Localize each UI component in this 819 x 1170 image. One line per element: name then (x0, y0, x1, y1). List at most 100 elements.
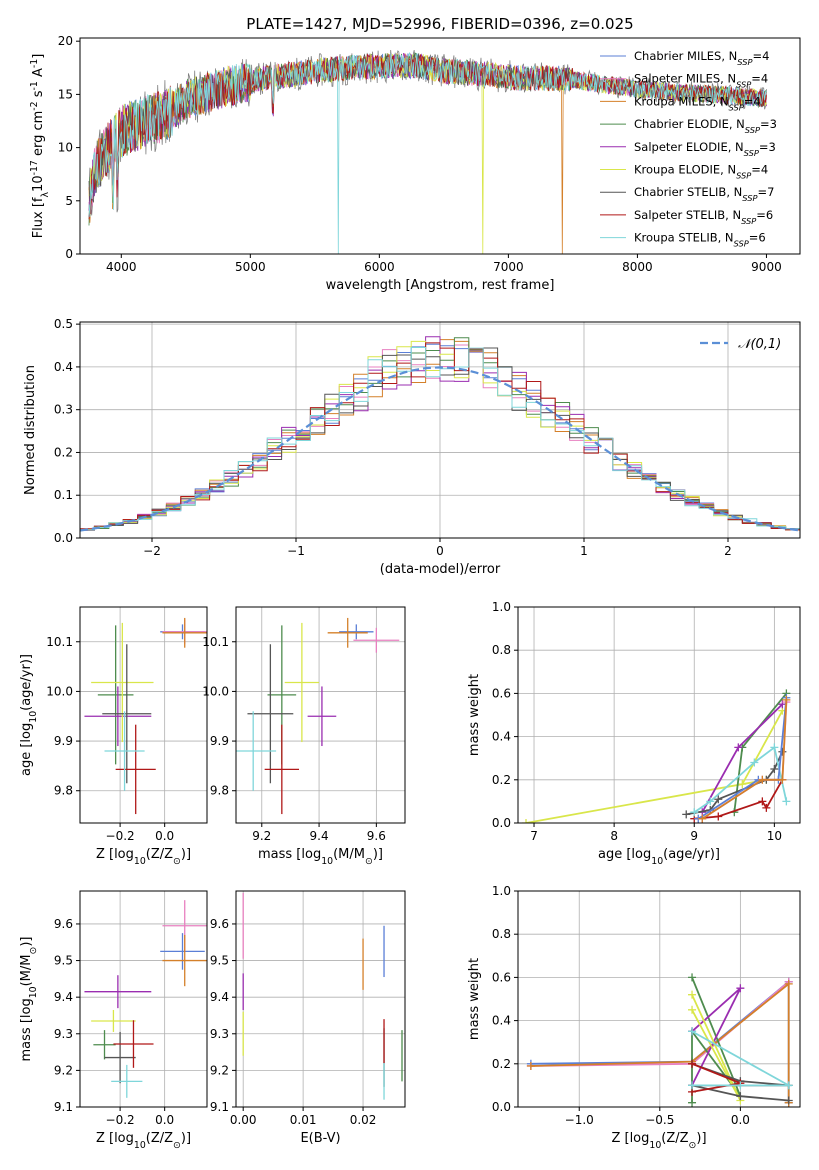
spectrum-model-kroupa-stelib (88, 51, 767, 254)
x-axis-label: E(B-V) (300, 1131, 340, 1146)
weight-marker-salpeter-stelib (714, 812, 723, 821)
x-tick-label: 9.4 (310, 829, 329, 843)
y-tick-label: 1.0 (492, 600, 511, 614)
legend-entry-salpeter-stelib: Salpeter STELIB, NSSP=6 (634, 208, 773, 226)
panel-age-vs-metallicity: −0.2 0.0 9.8 9.9 10.0 10.1 Z [log10(Z/Z⊙)] age … (19, 606, 208, 867)
legend-entry-chabrier-elodie: Chabrier ELODIE, NSSP=3 (634, 117, 777, 135)
weight-marker-kroupa-miles (526, 1061, 535, 1070)
axes-frame (517, 890, 801, 1108)
axes-frame (235, 890, 406, 1108)
x-tick-label: 0.01 (290, 1113, 317, 1127)
plot-area (80, 336, 800, 532)
y-tick-label: 0.2 (492, 1057, 511, 1071)
weight-marker-kroupa-elodie (522, 819, 531, 823)
axes-frame (79, 890, 208, 1108)
y-tick-label: 0.2 (492, 773, 511, 787)
weight-marker-chabrier-stelib (770, 765, 779, 773)
spectrum-legend: Chabrier MILES, NSSP=4 Salpeter MILES, NS… (600, 49, 777, 249)
weight-marker-chabrier-stelib (714, 795, 723, 804)
x-tick-label: 9.2 (252, 829, 271, 843)
spectrum-model-salpeter-stelib (88, 52, 767, 220)
weight-marker-kroupa-stelib (750, 758, 759, 767)
panel-age-vs-mass: 9.2 9.4 9.6 9.8 9.9 10.0 10.1 mass [log10(M/M⊙)… (202, 606, 406, 867)
y-axis-label: Normed distribution (23, 365, 38, 495)
y-tick-label: 9.4 (210, 990, 229, 1004)
x-axis-label: wavelength [Angstrom, rest frame] (326, 278, 555, 293)
y-tick-label: 9.2 (210, 1063, 229, 1077)
x-tick-label: −0.2 (106, 1113, 135, 1127)
weight-line-kroupa-miles (701, 699, 788, 820)
legend-entry-gaussian: 𝒩(0,1) (738, 337, 781, 352)
y-tick-label: 9.3 (210, 1027, 229, 1041)
panel-mass-vs-metallicity: −0.2 0.0 9.1 9.2 9.3 9.4 9.5 9.6 Z [log10(Z/Z⊙)]… (19, 890, 208, 1151)
panel-weight-vs-metallicity: −1.0 −0.5 0.0 0.0 0.2 0.4 0.6 0.8 1.0 Z [log10(Z/… (467, 884, 801, 1151)
weight-marker-kroupa-stelib (736, 1081, 745, 1090)
panel-mass-vs-ebv: 0.00 0.01 0.02 9.1 9.2 9.3 9.4 9.5 9.6 E(B-V) (210, 890, 406, 1146)
y-tick-label: 10.0 (46, 684, 73, 698)
weight-marker-salpeter-stelib (688, 1059, 697, 1068)
legend-entry-salpeter-elodie: Salpeter ELODIE, NSSP=3 (634, 140, 776, 158)
weight-marker-kroupa-stelib (770, 743, 779, 752)
legend-entry-salpeter-miles: Salpeter MILES, NSSP=4 (634, 72, 768, 90)
y-tick-label: 0 (65, 247, 73, 261)
weight-marker-chabrier-stelib (682, 810, 691, 819)
x-tick-label: 0.0 (155, 1113, 174, 1127)
histogram-kroupa-stelib (80, 347, 800, 531)
weight-marker-chabrier-stelib (784, 1096, 793, 1105)
y-tick-label: 10.0 (202, 684, 229, 698)
y-tick-label: 0.0 (492, 1100, 511, 1114)
y-tick-label: 9.9 (210, 734, 229, 748)
y-tick-label: 0.6 (492, 970, 511, 984)
x-tick-label: −2 (143, 544, 161, 558)
weight-marker-kroupa-elodie (688, 1005, 697, 1014)
x-axis-label: age [log10(age/yr)] (598, 847, 720, 867)
weight-marker-kroupa-stelib (688, 1027, 697, 1036)
y-tick-label: 5 (65, 194, 73, 208)
x-tick-label: −1.0 (565, 1113, 594, 1127)
plot-area (236, 617, 400, 815)
y-tick-label: 9.6 (210, 917, 229, 931)
weight-marker-kroupa-miles (758, 775, 767, 784)
weight-line-salpeter-elodie (701, 703, 784, 813)
y-tick-label: 0.3 (54, 403, 73, 417)
figure-title: PLATE=1427, MJD=52996, FIBERID=0396, z=0… (246, 15, 633, 33)
legend-entry-kroupa-elodie: Kroupa ELODIE, NSSP=4 (634, 163, 768, 181)
weight-marker-kroupa-stelib (784, 1081, 793, 1090)
y-tick-label: 9.1 (210, 1100, 229, 1114)
y-tick-label: 9.5 (210, 954, 229, 968)
x-axis-label: Z [log10(Z/Z⊙)] (96, 1131, 191, 1151)
plot-area (84, 617, 207, 815)
y-tick-label: 0.8 (492, 927, 511, 941)
weight-marker-kroupa-stelib (690, 808, 699, 817)
weight-marker-salpeter-elodie (734, 743, 743, 752)
x-tick-label: 9.6 (367, 829, 386, 843)
plot-area (242, 892, 403, 1100)
y-axis-label: age [log10(age/yr)] (19, 654, 39, 776)
weight-marker-kroupa-miles (698, 814, 707, 823)
x-tick-label: −0.5 (645, 1113, 674, 1127)
x-tick-label: 5000 (235, 260, 266, 274)
weight-marker-kroupa-stelib (688, 1081, 697, 1090)
y-tick-label: 0.4 (54, 360, 73, 374)
weight-marker-salpeter-elodie (736, 984, 745, 993)
x-tick-label: 0.02 (350, 1113, 377, 1127)
y-tick-label: 9.2 (54, 1063, 73, 1077)
x-tick-label: −0.2 (106, 829, 135, 843)
plot-area (84, 900, 207, 1098)
y-tick-label: 10 (58, 141, 73, 155)
x-tick-label: 7000 (493, 260, 524, 274)
x-axis-label: mass [log10(M/M⊙)] (258, 847, 383, 867)
y-axis-label: Flux [fλ10-17 erg cm-2 s-1 A-1] (29, 54, 51, 239)
weight-marker-chabrier-elodie (688, 973, 697, 982)
y-tick-label: 9.9 (54, 734, 73, 748)
weight-line-kroupa-stelib (691, 1030, 793, 1087)
y-tick-label: 0.1 (54, 488, 73, 502)
y-axis-label: mass [log10(M/M⊙)] (19, 937, 39, 1062)
y-tick-label: 9.3 (54, 1027, 73, 1041)
weight-marker-kroupa-stelib (706, 797, 715, 806)
x-axis-label: Z [log10(Z/Z⊙)] (611, 1131, 706, 1151)
legend-entry-kroupa-miles: Kroupa MILES, NSSP=4 (634, 94, 761, 112)
y-tick-label: 0.5 (54, 317, 73, 331)
x-tick-label: 6000 (364, 260, 395, 274)
